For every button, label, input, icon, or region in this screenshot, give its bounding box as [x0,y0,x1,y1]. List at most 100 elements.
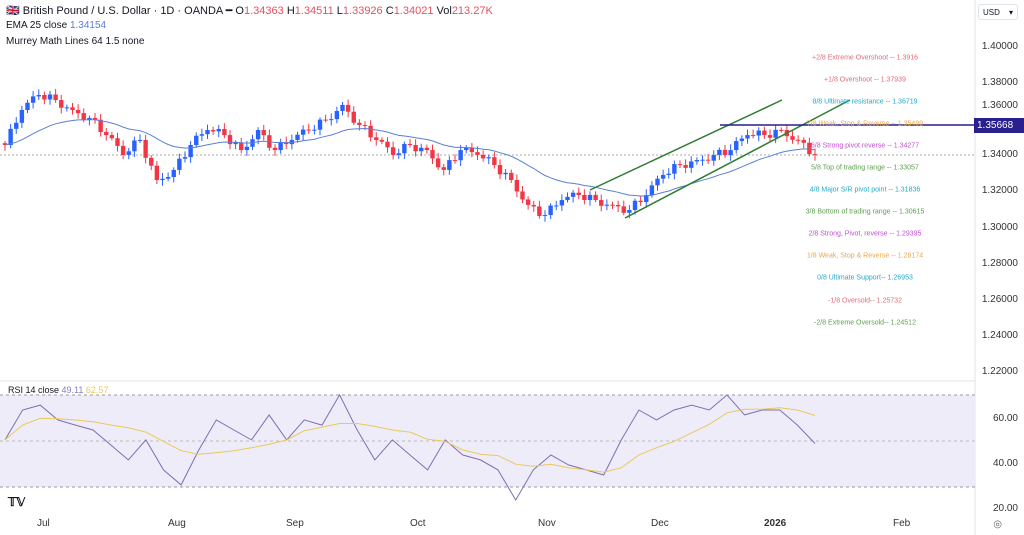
candle-body [407,143,413,146]
candle-body [717,149,722,155]
candle-body [306,129,311,131]
murrey-level-label: -2/8 Extreme Oversold-- 1.24512 [814,319,916,327]
candle-body [514,180,520,192]
time-axis-label: Nov [538,518,556,529]
price-axis-label: 1.32000 [981,185,1018,197]
candle-body [520,191,525,200]
rsi-ma-value: 62.57 [85,385,109,395]
candle-body [475,152,480,155]
candle-body [773,129,778,138]
candle-body [677,164,683,166]
currency-dropdown[interactable]: USD ▾ [978,4,1018,20]
candle-body [537,206,542,216]
candle-body [503,172,508,175]
candle-body [525,199,531,205]
candle-body [554,205,559,207]
candle-body [171,169,176,178]
candle-body [469,147,475,153]
candle-body [599,200,604,206]
candle-body [649,185,655,196]
candle-body [655,178,660,186]
candle-body [295,134,300,140]
volume-label: Vol [436,5,452,17]
candle-body [413,145,418,152]
candle-body [750,135,756,137]
murrey-level-label: 4/8 Major S/R pivot point -- 1.31836 [809,186,921,194]
candle-body [210,130,216,132]
symbol-title[interactable]: 🇬🇧 British Pound / U.S. Dollar · 1D · OA… [6,4,493,17]
time-axis-label: Jul [37,518,50,529]
murrey-level-label: 7/8 Weak, Stop & Reverse -- 1.35499 [806,120,924,128]
candle-body [705,159,711,161]
candle-body [604,204,610,206]
candle-body [458,150,463,161]
candle-body [593,194,598,201]
candle-body [92,117,98,120]
candle-body [182,157,188,159]
murrey-level-label: 8/8 Ultimate resistance -- 1.36719 [812,98,918,106]
murrey-level-label: 1/8 Weak, Stop & Reverse -- 1.28174 [806,252,924,260]
candle-body [660,174,666,179]
low-value: 1.33926 [342,5,383,17]
price-axis-label: 1.36000 [981,100,1018,111]
channel-lower-line[interactable] [624,99,851,219]
rsi-axis-label: 40.00 [992,458,1018,469]
price-axis-label: 1.34000 [981,149,1018,161]
candle-body [357,122,362,125]
volume-value: 213.27K [451,5,493,17]
candle-body [497,165,503,175]
candle-body [36,95,41,97]
price-axis-label: 1.30000 [981,221,1018,233]
symbol-name: British Pound / U.S. Dollar · 1D · OANDA [22,5,223,17]
candle-body [143,139,148,158]
candle-body [104,132,109,136]
candle-body [700,159,705,161]
candle-body [627,209,632,213]
candle-body [334,110,340,120]
tradingview-logo[interactable]: 𝕋𝕍 [8,495,26,509]
candle-body [441,167,446,170]
candle-body [261,130,266,136]
price-axis-label: 1.28000 [981,257,1018,269]
candle-body [812,154,818,156]
candle-body [379,139,385,142]
candle-body [694,159,700,162]
candle-body [137,139,143,141]
candle-body [300,129,306,135]
time-axis-label: 2026 [764,518,787,529]
candle-body [486,157,491,159]
candle-body [734,141,739,151]
candle-body [559,200,565,206]
candle-body [120,145,126,155]
candle-body [188,145,193,158]
candle-body [227,135,233,145]
time-axis-label: Feb [893,518,911,529]
candle-body [430,150,435,159]
candle-body [53,94,58,101]
candle-body [160,178,165,181]
candle-body [672,164,677,174]
candle-body [779,129,784,131]
candle-body [81,113,86,120]
high-label: H [286,5,295,17]
ema-legend[interactable]: EMA 25 close 1.34154 [6,20,106,31]
candle-body [480,154,486,159]
settings-icon[interactable]: ◎ [993,519,1002,530]
murrey-legend[interactable]: Murrey Math Lines 64 1.5 none [6,36,144,47]
rsi-legend[interactable]: RSI 14 close 49.11 62.57 [8,385,108,395]
candle-body [756,130,761,136]
channel-upper-line[interactable] [589,99,783,191]
candle-body [132,140,137,152]
low-label: L [336,5,343,17]
ema-value: 1.34154 [69,20,107,31]
candle-body [452,160,458,162]
candle-body [435,158,441,168]
candle-body [149,157,154,166]
time-axis-label: Oct [410,518,426,529]
candle-body [75,109,81,114]
candle-body [177,158,182,170]
candle-body [615,204,621,207]
candle-body [711,154,716,161]
candle-body [70,107,75,110]
